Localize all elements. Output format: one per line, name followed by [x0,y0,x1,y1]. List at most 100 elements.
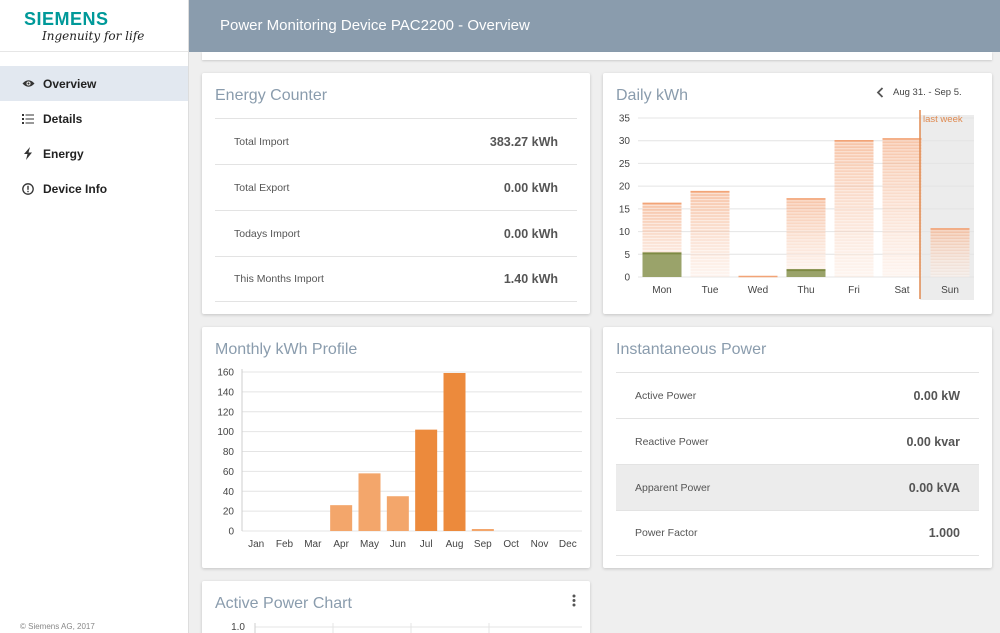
x-tick-label: Thu [797,285,814,296]
y-tick-label: 15 [619,204,631,215]
y-tick-label: 20 [619,182,631,193]
kv-row: This Months Import 1.40 kWh [215,256,577,302]
card-title: Active Power Chart [215,595,352,612]
kv-value: 1.000 [928,526,960,540]
sidebar-item-label: Device Info [43,181,108,196]
sidebar-item-details[interactable]: Details [0,101,188,136]
x-tick-label: Oct [503,539,519,550]
monthly-kwh-chart: 0 20 40 60 80 100 120 140 160 Jan Feb Mar Apr May Jun J… [217,368,582,550]
kv-row: Reactive Power 0.00 kvar [616,418,979,464]
logo-wordmark: SIEMENS [24,9,109,29]
eye-icon [21,77,35,91]
daily-kwh-card: Daily kWh Aug 31. - Sep 5. 0 5 10 15 20 25 30 3… [603,73,992,314]
x-tick-label: Jul [420,539,433,550]
sidebar-item-label: Details [43,111,83,126]
sidebar-nav: Overview Details Energy Device Info [0,66,188,206]
y-tick-label: 10 [619,227,631,238]
y-tick-label: 1.0 [231,622,245,633]
bar [471,529,494,531]
bar-current [786,270,826,277]
y-tick-label: 40 [223,487,235,498]
x-tick-label: Sat [894,285,909,296]
x-tick-label: May [360,539,379,550]
kv-label: Active Power [635,389,697,402]
sidebar: SIEMENS Ingenuity for life Overview Deta… [0,0,189,633]
kv-value: 0.00 kvar [906,434,960,449]
instantaneous-power-card: Instantaneous Power Active Power 0.00 kW… [603,327,992,568]
date-range-label: Aug 31. - Sep 5. [893,87,962,98]
y-tick-label: 30 [619,136,631,147]
x-tick-label: Fri [848,285,860,296]
page-title: Power Monitoring Device PAC2200 - Overvi… [220,17,530,34]
x-tick-label: Jun [390,539,406,550]
x-tick-label: Dec [559,539,577,550]
kv-label: This Months Import [234,273,324,285]
x-tick-label: Tue [702,285,719,296]
sidebar-item-label: Energy [43,146,84,161]
kv-label: Reactive Power [635,435,709,448]
kv-value: 0.00 kWh [503,226,558,241]
bar [358,473,381,531]
x-tick-label: Mar [304,539,322,550]
y-tick-label: 60 [223,467,235,478]
bar [415,429,438,531]
kv-value: 383.27 kWh [489,134,558,149]
kv-label: Todays Import [234,227,300,240]
x-tick-label: Nov [531,539,549,550]
chevron-left-icon[interactable] [876,87,884,98]
sidebar-item-label: Overview [43,76,97,91]
active-power-chart: 1.0 [231,622,582,633]
kv-row: Power Factor 1.000 [616,510,979,556]
kv-row: Apparent Power 0.00 kVA [616,464,979,510]
x-tick-label: Feb [276,539,294,550]
kv-value: 0.00 kVA [908,480,960,495]
kv-row: Total Export 0.00 kWh [215,164,577,210]
header-card-edge [202,52,992,60]
card-title: Daily kWh [616,87,689,104]
kv-label: Total Import [234,135,289,148]
y-tick-label: 120 [217,407,234,418]
marker-label: last week [923,114,963,125]
siemens-logo: SIEMENS Ingenuity for life [0,0,188,52]
card-title: Instantaneous Power [616,341,767,358]
sidebar-item-overview[interactable]: Overview [0,66,188,101]
daily-kwh-chart: 0 5 10 15 20 25 30 35 Mon Tue Wed Thu Fri Sat Sun last … [619,110,974,300]
bar-previous [786,198,826,277]
kv-value: 1.40 kWh [503,272,558,286]
x-tick-label: Sun [941,285,959,296]
date-range-nav: Aug 31. - Sep 5. [876,87,962,98]
x-tick-label: Aug [446,539,464,550]
sidebar-item-device-info[interactable]: Device Info [0,171,188,206]
sidebar-item-energy[interactable]: Energy [0,136,188,171]
y-tick-label: 80 [223,447,235,458]
more-vertical-icon[interactable] [572,594,576,612]
bar [330,505,353,531]
y-tick-label: 0 [624,273,630,284]
bolt-icon [21,147,35,161]
kv-row: Active Power 0.00 kW [616,372,979,418]
info-icon [21,182,35,196]
kv-row: Total Import 383.27 kWh [215,118,577,164]
energy-counter-card: Energy Counter Total Import 383.27 kWh T… [202,73,590,314]
y-tick-label: 25 [619,159,631,170]
y-tick-label: 0 [228,527,234,538]
x-tick-label: Mon [652,285,671,296]
y-tick-label: 100 [217,427,234,438]
bar [443,372,466,531]
monthly-kwh-card: Monthly kWh Profile 0 20 40 60 80 100 120 140 16… [202,327,590,568]
y-tick-label: 35 [619,114,631,125]
x-tick-label: Jan [248,539,264,550]
kv-label: Apparent Power [635,481,711,494]
y-tick-label: 20 [223,507,235,518]
copyright-text: © Siemens AG, 2017 [20,622,95,631]
kv-row: Todays Import 0.00 kWh [215,210,577,256]
list-icon [21,112,35,126]
kv-label: Power Factor [635,527,698,539]
kv-value: 0.00 kWh [503,180,558,195]
card-title: Energy Counter [215,87,328,104]
bar-previous [690,191,730,277]
bar [386,496,409,531]
y-tick-label: 5 [624,250,630,261]
bar-previous [882,138,922,277]
card-title: Monthly kWh Profile [215,341,358,358]
